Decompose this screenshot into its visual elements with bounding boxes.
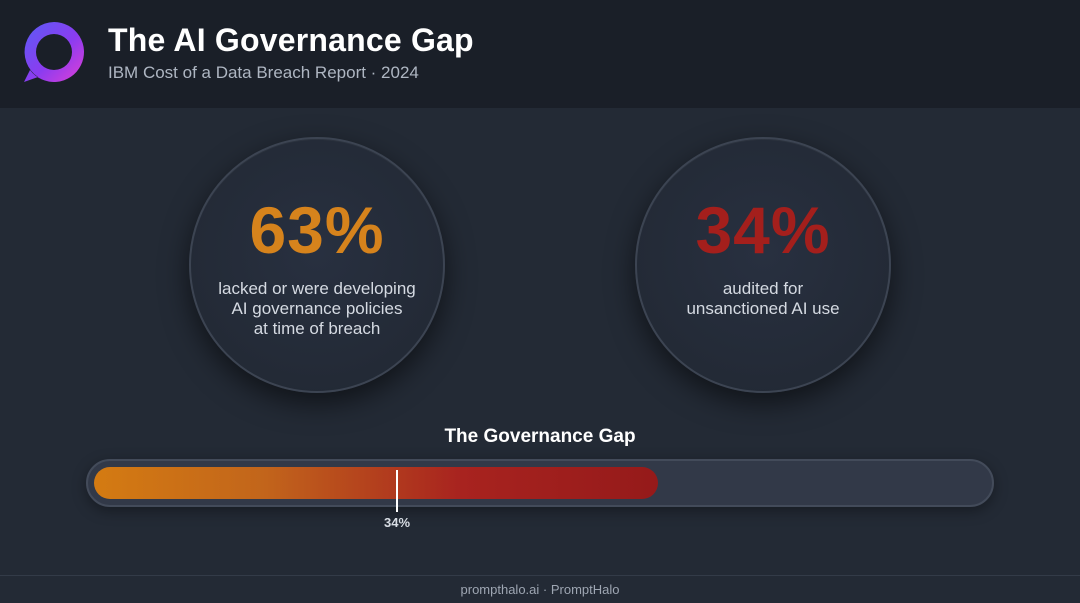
stat-description-line: at time of breach [253, 319, 381, 338]
gap-marker-label: 34% [383, 515, 411, 530]
stat-value: 63% [249, 193, 385, 267]
gap-bar-track [86, 459, 994, 507]
page-title: The AI Governance Gap [108, 22, 474, 58]
stat-description-line: lacked or were developing [218, 279, 416, 298]
header: The AI Governance Gap IBM Cost of a Data… [0, 0, 1080, 108]
gap-marker-line [396, 470, 398, 512]
stat-description: lacked or were developing AI governance … [191, 279, 443, 339]
gap-chart-title: The Governance Gap [444, 426, 636, 447]
halo-chat-bubble-icon [24, 22, 84, 82]
stat-description-line: unsanctioned AI use [686, 299, 840, 318]
footer-credit: prompthalo.ai · PromptHalo [460, 582, 620, 597]
stat-description-line: AI governance policies [231, 299, 403, 318]
stat-description-line: audited for [722, 279, 804, 298]
page-subtitle: IBM Cost of a Data Breach Report · 2024 [108, 63, 419, 82]
stat-value: 34% [695, 193, 831, 267]
footer-divider [0, 575, 1080, 576]
stat-circle-audited: 34% audited for unsanctioned AI use [635, 137, 891, 393]
stat-circle-lacking-governance: 63% lacked or were developing AI governa… [189, 137, 445, 393]
gap-bar-fill [94, 467, 658, 499]
stat-description: audited for unsanctioned AI use [637, 279, 889, 319]
